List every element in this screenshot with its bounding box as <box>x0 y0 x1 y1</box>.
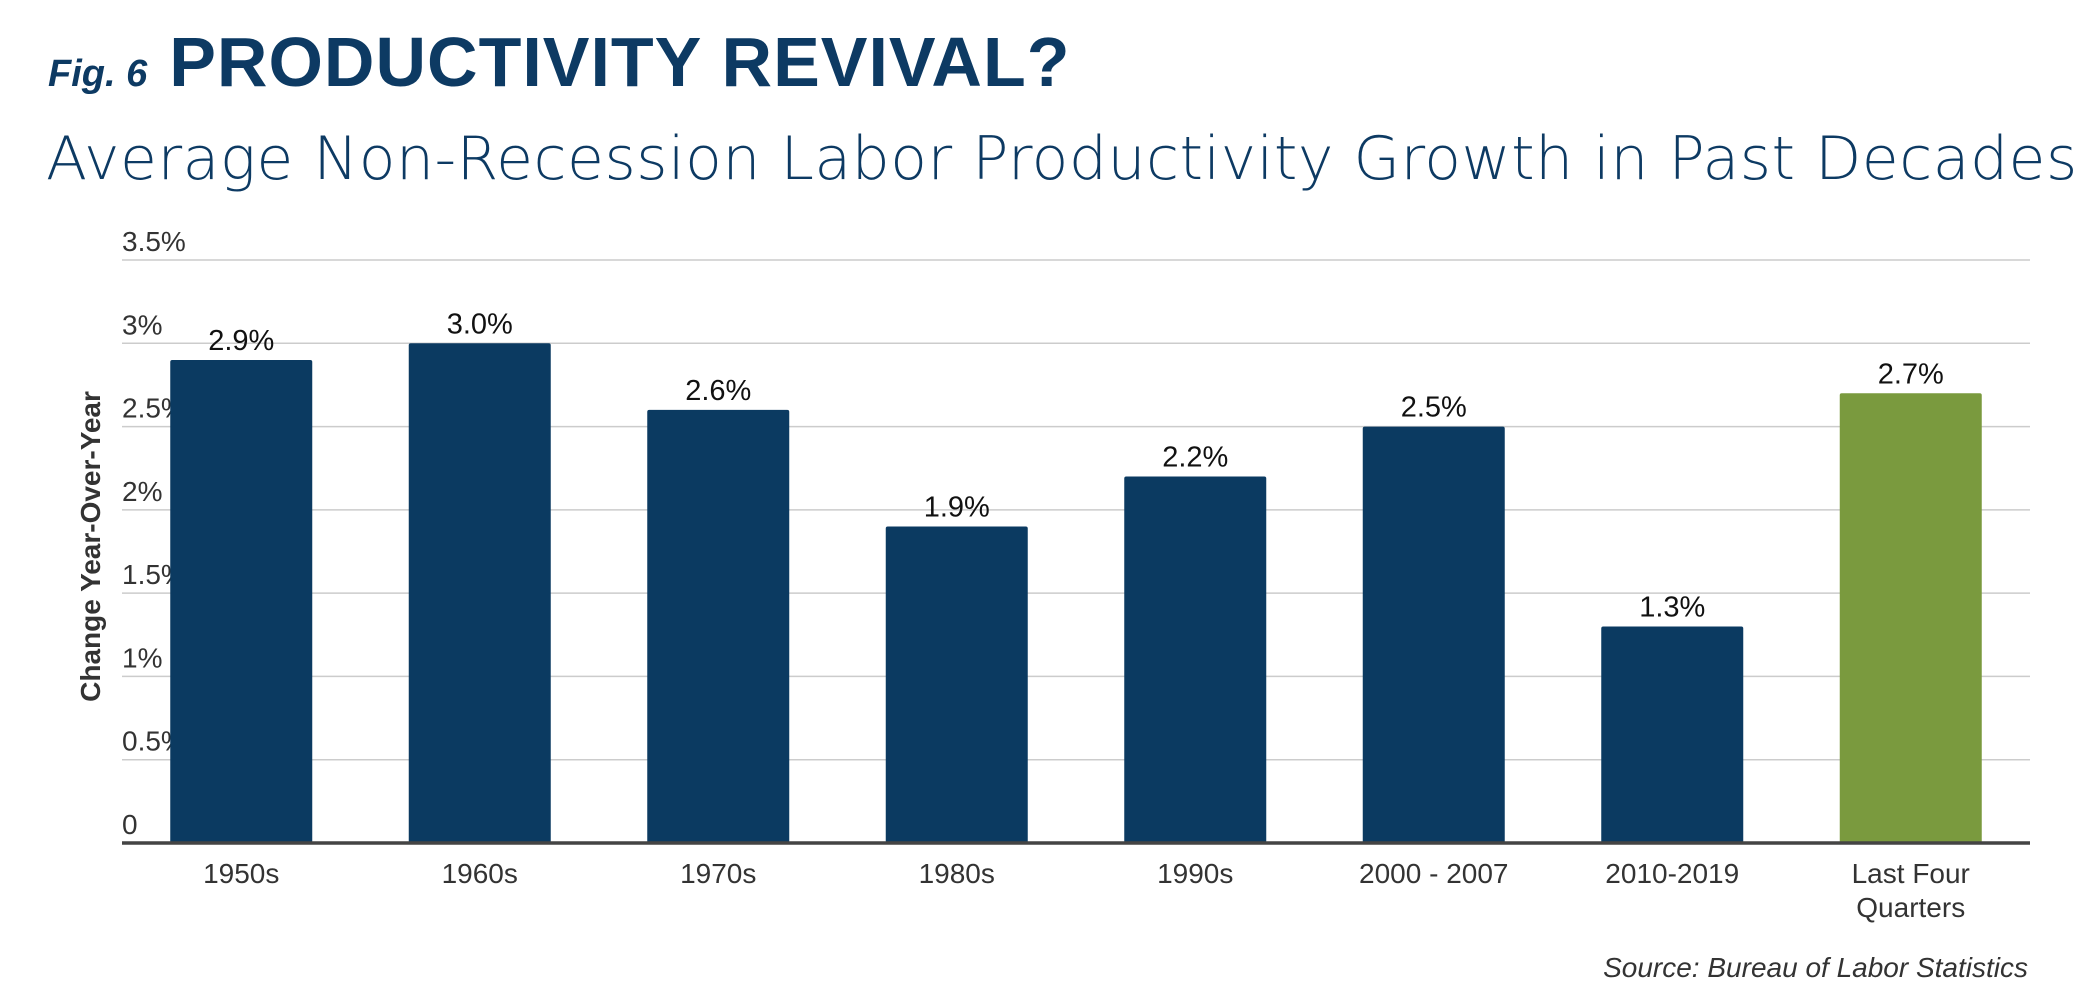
y-tick-label: 3.5% <box>122 226 186 257</box>
data-label: 1.9% <box>924 492 990 524</box>
data-label: 3.0% <box>447 308 513 340</box>
bar <box>408 343 551 843</box>
header: Fig. 6 PRODUCTIVITY REVIVAL? <box>48 22 1071 102</box>
data-label: 1.3% <box>1639 591 1705 623</box>
data-label: 2.5% <box>1401 392 1467 424</box>
y-axis-title: Change Year-Over-Year <box>75 391 106 702</box>
bar <box>170 359 313 843</box>
data-label: 2.6% <box>685 375 751 407</box>
bar <box>885 526 1028 843</box>
x-tick-label: 2000 - 2007 <box>1359 858 1508 889</box>
x-tick-label: Last Four <box>1852 858 1970 889</box>
y-tick-label: 2% <box>122 476 162 507</box>
x-tick-label: 2010-2019 <box>1605 858 1739 889</box>
x-tick-label: 1960s <box>442 858 518 889</box>
figure-label: Fig. 6 <box>48 53 148 95</box>
bar <box>1601 626 1744 843</box>
bar <box>1124 476 1267 843</box>
x-tick-label: 1970s <box>680 858 756 889</box>
data-label: 2.7% <box>1878 358 1944 390</box>
bar <box>1362 426 1505 843</box>
y-tick-label: 1% <box>122 642 162 673</box>
x-tick-label: 1950s <box>203 858 279 889</box>
y-tick-label: 0 <box>122 809 138 840</box>
data-label: 2.2% <box>1162 442 1228 474</box>
x-tick-label: 1990s <box>1157 858 1233 889</box>
data-label: 2.9% <box>208 325 274 357</box>
source-note: Source: Bureau of Labor Statistics <box>1603 952 2028 983</box>
x-tick-label: Quarters <box>1856 892 1965 923</box>
chart-subtitle: Average Non-Recession Labor Productivity… <box>46 124 2078 194</box>
chart-title: PRODUCTIVITY REVIVAL? <box>169 23 1071 101</box>
bar <box>647 409 790 843</box>
bar <box>1839 393 1982 843</box>
y-tick-label: 3% <box>122 309 162 340</box>
x-tick-label: 1980s <box>919 858 995 889</box>
